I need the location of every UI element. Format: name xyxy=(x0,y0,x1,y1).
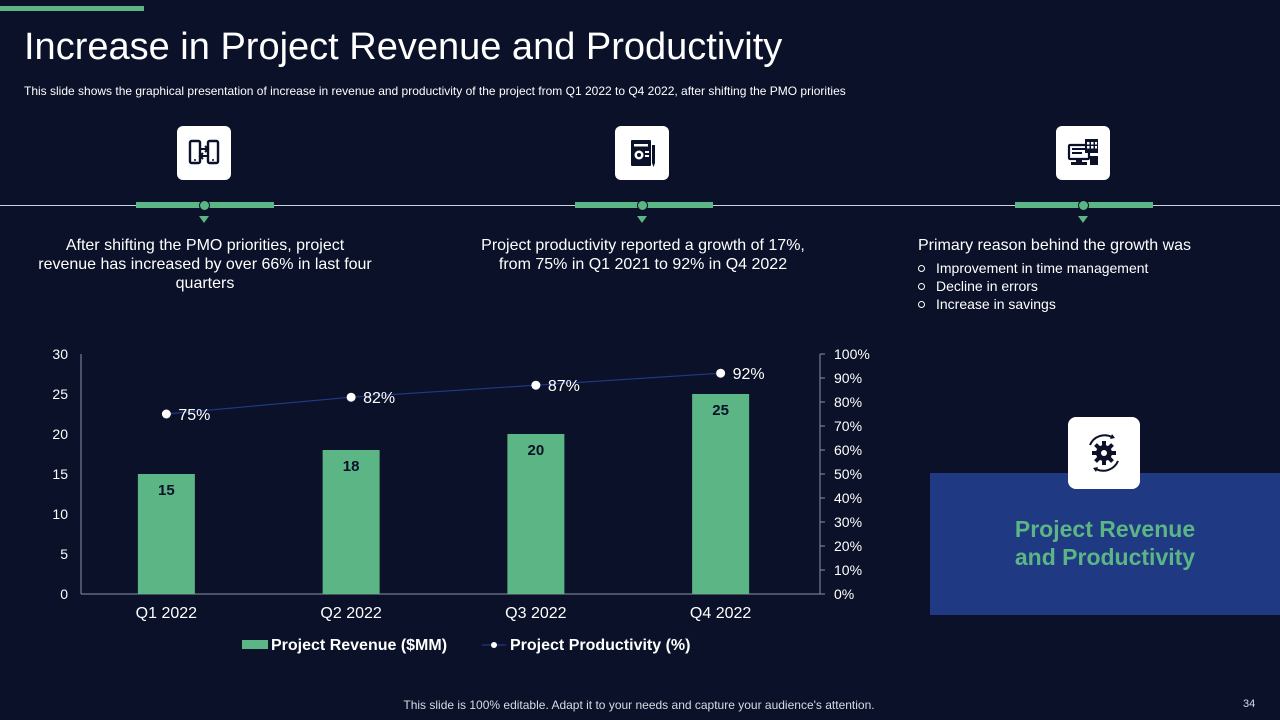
x-axis-tick-label: Q3 2022 xyxy=(505,605,566,622)
productivity-point xyxy=(531,380,541,390)
revenue-bar-label: 18 xyxy=(343,458,360,475)
revenue-point-text: After shifting the PMO priorities, proje… xyxy=(38,237,372,292)
legend-revenue-label: Project Revenue ($MM) xyxy=(271,637,447,654)
slide-subtitle: This slide shows the graphical presentat… xyxy=(24,84,846,98)
timeline-dot-1 xyxy=(199,200,210,211)
reason-item: Increase in savings xyxy=(918,295,1248,313)
legend-revenue-swatch xyxy=(242,640,268,649)
document-gear-icon xyxy=(615,126,669,180)
timeline-pointer-2 xyxy=(637,216,647,223)
left-axis-tick-label: 0 xyxy=(60,586,68,602)
page-number: 34 xyxy=(1243,698,1256,710)
footer-note: This slide is 100% editable. Adapt it to… xyxy=(403,698,875,712)
reason-item: Decline in errors xyxy=(918,277,1248,295)
bullet-icon xyxy=(918,300,925,308)
productivity-point-label: 75% xyxy=(178,407,210,424)
timeline-pointer-1 xyxy=(199,216,209,223)
left-axis-tick-label: 10 xyxy=(52,506,68,522)
right-axis-tick-label: 0% xyxy=(834,586,854,602)
x-axis-tick-label: Q4 2022 xyxy=(690,605,751,622)
timeline-pointer-3 xyxy=(1078,216,1088,223)
right-axis-tick-label: 20% xyxy=(834,538,862,554)
left-axis-tick-label: 15 xyxy=(52,466,68,482)
slide-title: Increase in Project Revenue and Producti… xyxy=(24,26,783,68)
legend-productivity-marker xyxy=(491,642,497,648)
right-axis-tick-label: 90% xyxy=(834,370,862,386)
left-axis-tick-label: 25 xyxy=(52,386,68,402)
productivity-point xyxy=(716,368,726,378)
right-axis-tick-label: 100% xyxy=(834,346,870,362)
bullet-icon xyxy=(918,264,925,272)
revenue-bar-label: 20 xyxy=(528,442,545,459)
revenue-productivity-chart: 0 5 10 15 20 25 30 0% 10% 20% 30% 40% 50% 60% 70% 80% 90… xyxy=(52,346,870,654)
left-axis-tick-label: 30 xyxy=(52,346,68,362)
reason-item: Improvement in time management xyxy=(918,259,1248,277)
right-axis-tick-label: 80% xyxy=(834,394,862,410)
revenue-bar xyxy=(507,434,565,594)
revenue-bar-label: 15 xyxy=(158,482,175,499)
productivity-line xyxy=(166,372,721,415)
productivity-point-label: 82% xyxy=(363,390,395,407)
productivity-point-text: Project productivity reported a growth o… xyxy=(481,237,805,273)
revenue-bar-label: 25 xyxy=(712,402,729,419)
x-axis-tick-label: Q1 2022 xyxy=(136,605,197,622)
mobile-transfer-icon xyxy=(177,126,231,180)
computer-calendar-icon xyxy=(1056,126,1110,180)
reason-list: Improvement in time management Decline i… xyxy=(918,259,1248,313)
right-axis-tick-label: 60% xyxy=(834,442,862,458)
reason-block: Primary reason behind the growth was Imp… xyxy=(918,236,1248,313)
productivity-point-label: 87% xyxy=(548,378,580,395)
left-axis-tick-label: 5 xyxy=(60,546,68,562)
x-axis-tick-label: Q2 2022 xyxy=(320,605,381,622)
gear-cycle-icon xyxy=(1068,417,1140,489)
right-axis-tick-label: 30% xyxy=(834,514,862,530)
revenue-bar xyxy=(322,450,380,594)
top-accent-bar xyxy=(0,6,144,11)
right-axis-tick-label: 70% xyxy=(834,418,862,434)
revenue-bar xyxy=(692,394,750,594)
right-axis-tick-label: 50% xyxy=(834,466,862,482)
info-box-text: Project Revenue and Productivity xyxy=(1014,516,1196,570)
bullet-icon xyxy=(918,282,925,290)
reason-title: Primary reason behind the growth was xyxy=(918,237,1192,254)
productivity-point xyxy=(161,409,171,419)
productivity-point-label: 92% xyxy=(733,366,765,383)
timeline-dot-2 xyxy=(637,200,648,211)
right-axis-tick-label: 40% xyxy=(834,490,862,506)
legend-productivity-label: Project Productivity (%) xyxy=(510,637,690,654)
info-box: Project Revenue and Productivity xyxy=(930,473,1280,615)
left-axis-tick-label: 20 xyxy=(52,426,68,442)
right-axis-tick-label: 10% xyxy=(834,562,862,578)
revenue-bar xyxy=(137,474,195,594)
timeline-dot-3 xyxy=(1078,200,1089,211)
productivity-point xyxy=(346,392,356,402)
